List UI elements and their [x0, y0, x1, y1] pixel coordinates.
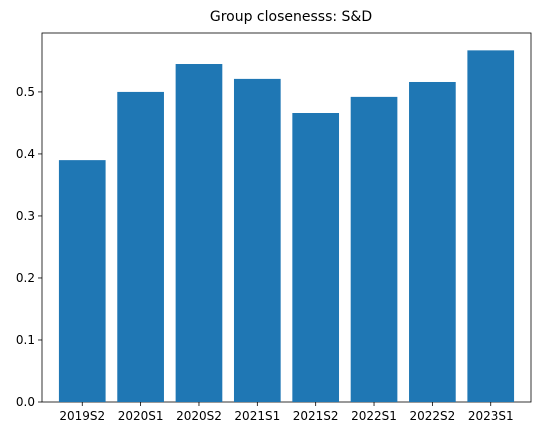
- x-tick-label: 2021S1: [234, 409, 280, 423]
- bar-2021S2: [292, 113, 340, 402]
- x-tick-label: 2022S1: [351, 409, 397, 423]
- x-tick-label: 2023S1: [468, 409, 514, 423]
- y-tick-label: 0.5: [16, 85, 35, 99]
- y-axis: 0.0 0.1 0.2 0.3 0.4 0.5: [16, 85, 42, 409]
- y-tick-label: 0.4: [16, 147, 35, 161]
- bar-2021S1: [233, 78, 281, 402]
- x-tick-label: 2021S2: [293, 409, 339, 423]
- bar-2020S2: [175, 64, 223, 402]
- y-tick-label: 0.0: [16, 395, 35, 409]
- bar-2022S2: [409, 81, 456, 403]
- chart-title: Group closenesss: S&D: [210, 9, 372, 25]
- x-tick-label: 2020S1: [118, 409, 164, 423]
- plot-frame: [41, 32, 532, 403]
- bar-2019S2: [58, 160, 106, 402]
- x-axis: 2019S2 2020S1 2020S2 2021S1 2021S2 2022S1 2022…: [59, 402, 514, 423]
- bar-2022S1: [350, 96, 398, 402]
- x-tick-label: 2022S2: [409, 409, 455, 423]
- bar-2023S1: [467, 50, 515, 403]
- bar-2020S1: [117, 91, 164, 403]
- plot-area: [41, 32, 532, 403]
- bars-group: [58, 50, 515, 403]
- x-tick-label: 2019S2: [59, 409, 105, 423]
- x-tick-label: 2020S2: [176, 409, 222, 423]
- y-tick-label: 0.2: [16, 271, 35, 285]
- y-tick-label: 0.3: [16, 209, 35, 223]
- y-tick-label: 0.1: [16, 333, 35, 347]
